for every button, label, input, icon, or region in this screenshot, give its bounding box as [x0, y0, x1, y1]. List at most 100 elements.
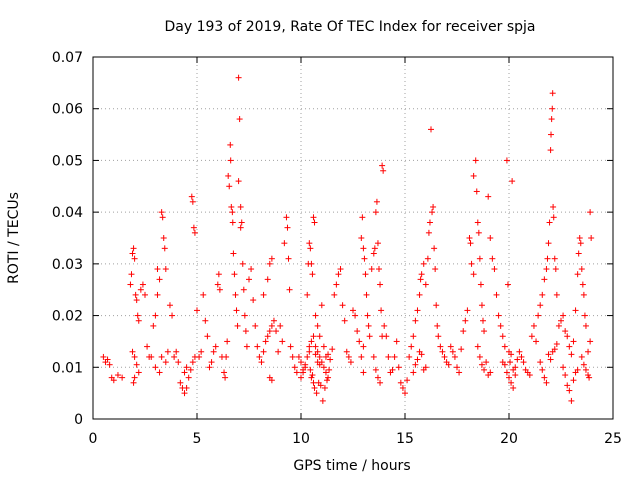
- data-point: [364, 312, 371, 319]
- data-point: [228, 203, 235, 210]
- data-point: [397, 379, 404, 386]
- data-point: [487, 235, 494, 241]
- data-point: [493, 291, 500, 298]
- data-point: [298, 374, 304, 381]
- data-point: [131, 255, 138, 262]
- data-point: [266, 328, 273, 335]
- data-point: [560, 364, 567, 371]
- data-point: [381, 322, 388, 329]
- x-tick-labels: 0 5 10 15 20 25: [89, 431, 622, 447]
- data-point: [377, 281, 384, 288]
- data-point: [518, 353, 525, 360]
- data-point: [238, 219, 245, 226]
- data-point: [215, 271, 222, 278]
- data-point: [470, 172, 477, 179]
- data-point: [156, 369, 163, 376]
- data-point: [114, 372, 121, 379]
- data-point: [183, 364, 190, 371]
- data-point: [295, 353, 302, 360]
- data-point: [237, 203, 244, 210]
- data-point: [464, 307, 471, 314]
- data-point: [132, 291, 139, 298]
- data-point: [481, 328, 488, 335]
- data-point: [221, 369, 228, 376]
- data-point: [175, 359, 182, 366]
- x-tick-label: 25: [604, 431, 622, 447]
- data-point: [410, 369, 417, 376]
- data-point: [135, 317, 142, 324]
- data-point: [302, 364, 309, 371]
- data-point: [277, 322, 284, 329]
- data-point: [495, 312, 502, 319]
- data-point: [433, 302, 440, 309]
- data-point: [585, 348, 592, 355]
- data-point: [528, 333, 535, 340]
- x-tick-label: 15: [396, 431, 414, 447]
- data-point: [200, 291, 207, 298]
- data-point: [581, 312, 588, 319]
- data-point: [306, 240, 313, 247]
- data-point: [574, 271, 581, 278]
- data-point: [541, 374, 548, 381]
- data-point: [319, 397, 326, 404]
- data-point: [212, 343, 219, 350]
- data-point: [310, 333, 317, 340]
- data-point: [575, 250, 582, 257]
- data-point: [236, 116, 243, 123]
- data-point: [234, 322, 241, 329]
- data-point: [358, 353, 365, 360]
- data-point: [574, 366, 581, 373]
- data-point: [256, 353, 263, 360]
- y-tick-label: 0.06: [52, 102, 83, 118]
- data-point: [372, 209, 379, 216]
- data-point: [260, 291, 267, 298]
- data-point: [582, 322, 589, 329]
- data-point: [503, 369, 510, 376]
- data-point: [370, 250, 377, 257]
- data-point: [478, 361, 485, 368]
- data-point: [460, 328, 467, 335]
- data-point: [252, 322, 259, 329]
- data-point: [318, 302, 325, 309]
- data-point: [162, 266, 169, 273]
- data-point: [285, 255, 292, 262]
- data-point: [451, 353, 458, 360]
- data-point: [389, 366, 396, 373]
- data-point: [258, 359, 265, 366]
- data-point: [177, 379, 184, 386]
- data-point: [314, 348, 321, 355]
- data-point: [187, 366, 194, 373]
- data-point: [426, 219, 433, 226]
- data-point: [512, 372, 519, 379]
- data-point: [393, 338, 400, 345]
- data-point: [230, 250, 237, 257]
- data-point: [541, 276, 548, 283]
- y-tick-label: 0.05: [52, 153, 83, 169]
- data-point: [148, 353, 155, 360]
- data-point: [204, 333, 211, 340]
- data-point: [543, 379, 550, 386]
- data-point: [324, 377, 330, 384]
- data-point: [553, 341, 560, 348]
- data-point: [560, 312, 567, 319]
- data-point: [104, 356, 111, 363]
- data-point: [360, 369, 367, 376]
- data-point: [316, 353, 323, 360]
- data-point: [289, 353, 296, 360]
- data-point: [539, 291, 546, 298]
- data-point: [304, 353, 311, 360]
- data-point: [135, 369, 142, 376]
- data-point: [497, 322, 504, 329]
- data-point: [160, 235, 167, 241]
- data-point: [260, 348, 267, 355]
- data-point: [473, 188, 480, 195]
- data-point: [150, 322, 157, 329]
- data-point: [131, 353, 138, 360]
- data-point: [331, 291, 338, 298]
- data-point: [508, 379, 515, 386]
- data-point: [310, 214, 317, 221]
- data-point: [307, 245, 314, 252]
- data-point: [420, 260, 427, 267]
- y-tick-label: 0.03: [52, 257, 83, 273]
- y-tick-labels: 0 0.01 0.02 0.03 0.04 0.05 0.06 0.07: [52, 50, 83, 428]
